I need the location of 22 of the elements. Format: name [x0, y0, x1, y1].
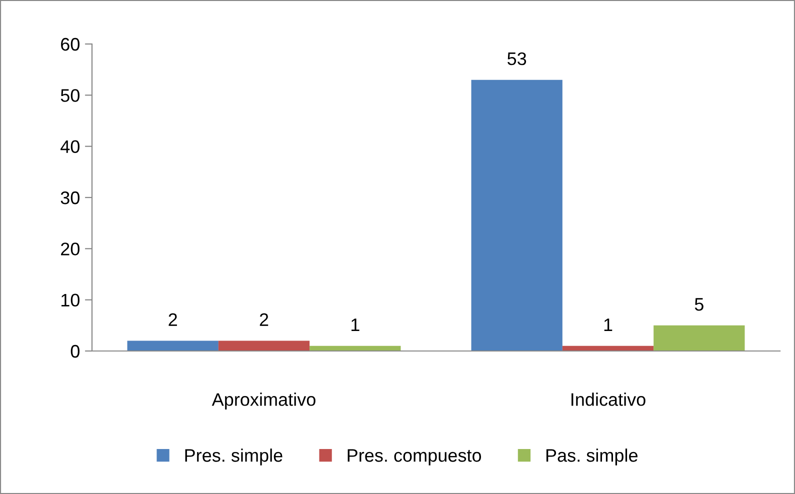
y-tick-label: 50	[60, 89, 80, 102]
y-tick-label: 40	[60, 140, 80, 154]
y-tick-label: 60	[61, 38, 80, 51]
x-tick-label: Aproximativo	[212, 392, 316, 410]
bar	[654, 325, 745, 351]
bar	[127, 340, 218, 351]
bar	[218, 340, 310, 351]
y-tick-label: 10	[61, 294, 80, 307]
data-label: 2	[260, 313, 268, 326]
legend-label: Pres. compuesto	[348, 449, 482, 466]
data-label: 1	[604, 318, 612, 332]
bar	[471, 80, 562, 351]
data-label: 5	[694, 298, 704, 311]
x-tick-label: Indicativo	[572, 392, 646, 406]
y-tick-label: 20	[61, 242, 80, 256]
legend-label: Pres. simple	[185, 448, 282, 466]
y-tick-label: 0	[70, 344, 80, 358]
y-tick-label: 30	[60, 191, 80, 204]
data-label: 2	[168, 313, 177, 326]
data-label: 53	[508, 52, 526, 66]
data-label: 1	[352, 318, 360, 332]
legend-label: Pas. simple	[546, 448, 638, 466]
